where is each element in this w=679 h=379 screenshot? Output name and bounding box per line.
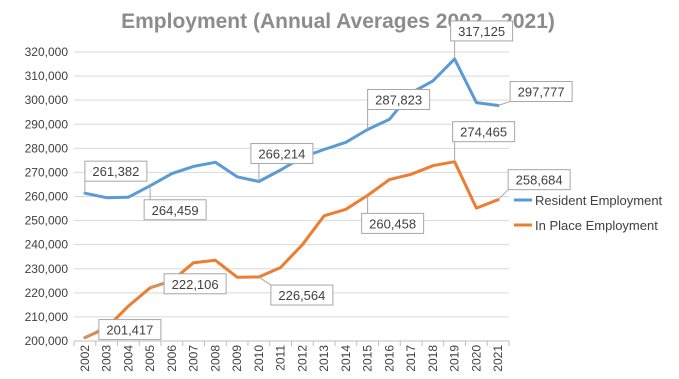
y-tick-label: 250,000 [25, 214, 69, 228]
x-tick-label: 2018 [426, 345, 440, 372]
y-tick-label: 280,000 [25, 141, 69, 155]
callout-box [450, 20, 514, 42]
data-label: 287,823 [375, 92, 422, 107]
callout-box [84, 160, 148, 182]
data-callout: 297,777 [497, 81, 573, 106]
chart-title: Employment (Annual Averages 2002 - 2021) [121, 10, 555, 33]
x-tick-label: 2009 [230, 345, 244, 372]
callout-leader-line [497, 189, 509, 201]
x-tick-label: 2004 [121, 345, 135, 372]
y-tick-label: 210,000 [25, 310, 69, 324]
data-label: 261,382 [92, 164, 139, 179]
y-tick-label: 320,000 [25, 45, 69, 59]
callout-leader-line [84, 329, 100, 339]
x-tick-label: 2020 [469, 345, 483, 372]
callout-box [509, 81, 573, 103]
data-label: 226,564 [278, 288, 325, 303]
callout-box [250, 143, 314, 165]
y-tick-label: 230,000 [25, 262, 69, 276]
legend-label: Resident Employment [535, 193, 663, 208]
data-callout: 266,214 [250, 143, 314, 182]
data-label: 297,777 [518, 85, 565, 100]
legend: Resident Employment In Place Employment [514, 193, 663, 233]
data-label: 317,125 [458, 24, 505, 39]
callout-box [143, 199, 207, 221]
data-label: 274,465 [460, 125, 507, 140]
x-tick-label: 2016 [382, 345, 396, 372]
callout-box [361, 212, 425, 234]
y-tick-label: 290,000 [25, 117, 69, 131]
data-label: 266,214 [258, 147, 305, 162]
x-tick-label: 2014 [339, 345, 353, 372]
data-callout: 264,459 [143, 185, 207, 221]
data-label: 260,458 [369, 216, 416, 231]
data-callout: 201,417 [84, 319, 162, 341]
callout-box [507, 169, 571, 191]
callout-box [367, 88, 431, 110]
data-callout: 274,465 [452, 121, 516, 162]
legend-label: In Place Employment [535, 218, 658, 233]
x-tick-label: 2011 [274, 345, 288, 371]
y-tick-label: 220,000 [25, 286, 69, 300]
data-label: 222,106 [172, 277, 219, 292]
x-tick-label: 2002 [78, 345, 92, 372]
x-tick-label: 2021 [491, 345, 505, 372]
callout-leader-line [258, 276, 272, 286]
data-callouts: 261,382 264,459 266,214 287,823 317,125 297,7… [84, 20, 573, 341]
y-tick-label: 310,000 [25, 69, 69, 83]
data-label: 264,459 [152, 203, 199, 218]
x-tick-label: 2003 [100, 345, 114, 372]
callout-box [98, 319, 162, 341]
data-callout: 287,823 [367, 88, 431, 130]
data-callout: 258,684 [497, 169, 571, 201]
callout-leader-line [149, 283, 165, 289]
x-tick-label: 2013 [317, 345, 331, 372]
data-callout: 226,564 [258, 276, 334, 306]
x-tick-label: 2005 [143, 345, 157, 372]
y-tick-label: 270,000 [25, 165, 69, 179]
x-tick-label: 2006 [165, 345, 179, 372]
callout-box [270, 284, 334, 306]
x-tick-label: 2017 [404, 345, 418, 372]
callout-box [163, 273, 227, 295]
x-tick-label: 2019 [448, 345, 462, 372]
callout-box [452, 121, 516, 143]
y-tick-label: 200,000 [25, 334, 69, 348]
x-tick-label: 2012 [295, 345, 309, 372]
x-tick-label: 2008 [208, 345, 222, 372]
data-label: 258,684 [516, 173, 563, 188]
data-callout: 317,125 [450, 20, 514, 59]
data-callout: 222,106 [149, 273, 227, 295]
y-tick-label: 300,000 [25, 93, 69, 107]
data-label: 201,417 [106, 323, 153, 338]
x-tick-label: 2010 [252, 345, 266, 372]
callout-leader-line [497, 101, 511, 106]
x-axis: 2002 2003 2004 2005 2006 2007 2008 2009 2010 2011… [73, 340, 510, 372]
data-callout: 260,458 [361, 195, 425, 234]
y-axis: 200,000 210,000 220,000 230,000 240,000 250,0… [25, 45, 69, 348]
x-tick-label: 2015 [361, 345, 375, 372]
y-tick-label: 260,000 [25, 190, 69, 204]
data-callout: 261,382 [84, 160, 148, 194]
y-tick-label: 240,000 [25, 238, 69, 252]
x-tick-label: 2007 [187, 345, 201, 372]
